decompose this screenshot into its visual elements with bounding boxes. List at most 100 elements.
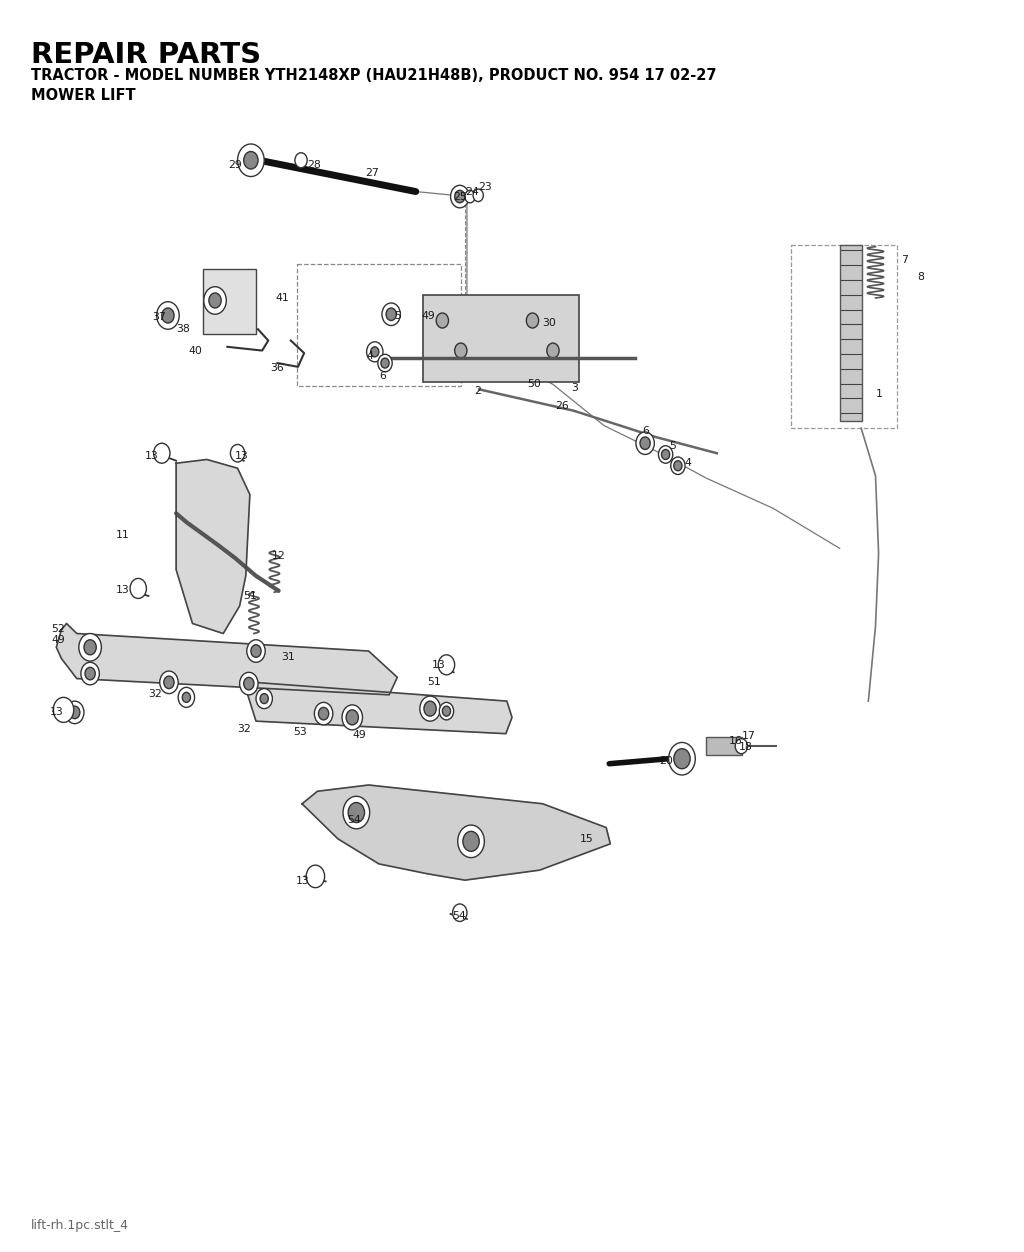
- Text: 41: 41: [275, 293, 290, 303]
- Text: 29: 29: [228, 160, 243, 170]
- Circle shape: [346, 710, 358, 725]
- Polygon shape: [246, 682, 512, 734]
- Circle shape: [130, 578, 146, 598]
- Text: 4: 4: [367, 351, 373, 361]
- Circle shape: [662, 449, 670, 459]
- Circle shape: [314, 702, 333, 725]
- Text: 6: 6: [643, 426, 649, 436]
- Text: 20: 20: [659, 756, 674, 766]
- Circle shape: [343, 796, 370, 829]
- Bar: [203, 269, 256, 334]
- Circle shape: [244, 677, 254, 690]
- Circle shape: [251, 645, 261, 657]
- Text: 36: 36: [270, 363, 285, 373]
- Text: 37: 37: [152, 312, 166, 322]
- Circle shape: [378, 354, 392, 372]
- Text: 24: 24: [465, 187, 479, 197]
- Text: 3: 3: [571, 383, 578, 393]
- Circle shape: [438, 655, 455, 675]
- Text: 25: 25: [453, 192, 467, 202]
- Polygon shape: [56, 623, 397, 695]
- Circle shape: [674, 461, 682, 471]
- Text: 6: 6: [380, 371, 386, 381]
- Circle shape: [182, 692, 190, 702]
- Circle shape: [735, 739, 748, 754]
- Text: 31: 31: [281, 652, 295, 662]
- Circle shape: [342, 705, 362, 730]
- Text: 13: 13: [144, 451, 159, 461]
- Text: 13: 13: [116, 585, 130, 595]
- Circle shape: [671, 457, 685, 475]
- Circle shape: [658, 446, 673, 463]
- Text: 5: 5: [394, 310, 400, 321]
- Bar: [706, 737, 742, 755]
- Circle shape: [547, 343, 559, 358]
- Text: REPAIR PARTS: REPAIR PARTS: [31, 41, 261, 69]
- Circle shape: [420, 696, 440, 721]
- Text: 53: 53: [293, 727, 307, 737]
- Circle shape: [442, 706, 451, 716]
- Text: 13: 13: [49, 707, 63, 717]
- Text: 12: 12: [271, 551, 286, 561]
- Text: 28: 28: [307, 160, 322, 170]
- Text: 1: 1: [877, 389, 883, 399]
- Circle shape: [81, 662, 99, 685]
- Circle shape: [244, 151, 258, 169]
- Circle shape: [79, 634, 101, 661]
- Circle shape: [295, 153, 307, 168]
- Circle shape: [160, 671, 178, 694]
- Text: 40: 40: [188, 346, 203, 356]
- Circle shape: [439, 702, 454, 720]
- Circle shape: [157, 302, 179, 329]
- Circle shape: [306, 865, 325, 888]
- Text: 52: 52: [51, 623, 66, 634]
- Circle shape: [367, 342, 383, 362]
- Circle shape: [204, 287, 226, 314]
- Circle shape: [669, 742, 695, 775]
- Text: 32: 32: [237, 724, 251, 734]
- Circle shape: [455, 343, 467, 358]
- Text: 11: 11: [116, 530, 130, 540]
- Text: 16: 16: [728, 736, 742, 746]
- Text: 51: 51: [243, 591, 257, 601]
- Circle shape: [640, 437, 650, 449]
- Circle shape: [636, 432, 654, 454]
- Circle shape: [455, 190, 465, 203]
- Circle shape: [463, 831, 479, 851]
- Text: 13: 13: [431, 660, 445, 670]
- Circle shape: [348, 803, 365, 823]
- Text: 15: 15: [580, 834, 594, 844]
- Text: 49: 49: [421, 310, 435, 321]
- Text: 32: 32: [147, 689, 162, 699]
- Circle shape: [238, 144, 264, 177]
- Text: 54: 54: [452, 911, 466, 921]
- Circle shape: [382, 303, 400, 326]
- Text: 13: 13: [296, 876, 310, 886]
- Circle shape: [318, 707, 329, 720]
- Text: 30: 30: [542, 318, 556, 328]
- Bar: [840, 245, 862, 421]
- Text: 51: 51: [427, 677, 441, 687]
- Circle shape: [230, 444, 245, 462]
- Text: 17: 17: [741, 731, 756, 741]
- Text: 5: 5: [670, 441, 676, 451]
- Polygon shape: [176, 459, 250, 634]
- Text: 8: 8: [918, 272, 924, 282]
- Circle shape: [53, 697, 74, 722]
- Circle shape: [240, 672, 258, 695]
- Text: 50: 50: [527, 379, 542, 389]
- Text: 7: 7: [901, 255, 907, 265]
- Text: 54: 54: [347, 815, 361, 825]
- Circle shape: [164, 676, 174, 689]
- Text: 27: 27: [365, 168, 379, 178]
- Text: MOWER LIFT: MOWER LIFT: [31, 88, 135, 103]
- Circle shape: [674, 749, 690, 769]
- Circle shape: [84, 640, 96, 655]
- Text: 38: 38: [176, 324, 190, 334]
- Text: 23: 23: [478, 182, 493, 192]
- Circle shape: [458, 825, 484, 858]
- Circle shape: [260, 694, 268, 704]
- Polygon shape: [302, 785, 610, 880]
- Circle shape: [162, 308, 174, 323]
- Circle shape: [386, 308, 396, 321]
